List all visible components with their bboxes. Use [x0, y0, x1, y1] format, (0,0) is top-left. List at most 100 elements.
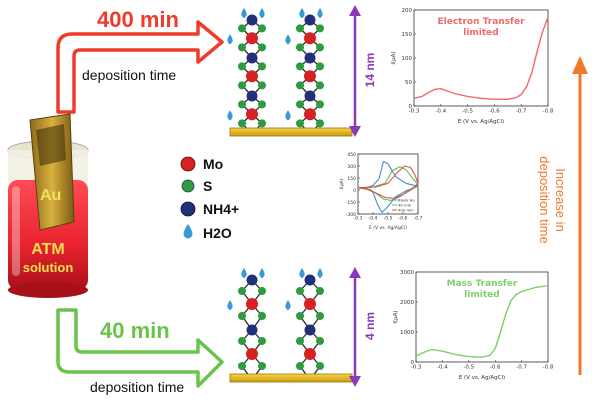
- water-molecule: [227, 300, 233, 310]
- sulfur-atom: [316, 337, 324, 345]
- chart-title: Mass Transfer: [447, 279, 518, 289]
- x-tick-label: -0.7: [516, 109, 527, 115]
- chart-title: Electron Transfer: [437, 17, 525, 27]
- increase-label-line1: Increase in: [553, 168, 568, 232]
- sulfur-atom: [238, 24, 246, 33]
- y-tick-label: 150: [402, 32, 413, 38]
- sulfur-atom: [258, 62, 266, 71]
- increase-arrow: [572, 56, 588, 375]
- gold-electrode: [29, 113, 75, 231]
- sulfur-atom: [316, 312, 324, 320]
- sulfur-atom: [258, 312, 266, 320]
- molybdenum-atom: [246, 70, 258, 83]
- vial-solution-line2: solution: [23, 260, 74, 275]
- molybdenum-atom: [246, 108, 258, 121]
- ammonium-atom: [246, 274, 258, 286]
- ammonium-atom: [304, 52, 316, 64]
- sulfur-atom: [316, 287, 324, 295]
- x-tick-label: -0.5: [384, 216, 393, 222]
- legend-s-swatch: [181, 179, 195, 193]
- x-axis-label: E (V vs. Ag/AgCl): [458, 119, 504, 125]
- plot-frame: [413, 9, 549, 107]
- sulfur-atom: [296, 337, 304, 345]
- thickness-label-top: 14 nm: [363, 53, 377, 88]
- x-tick-label: -0.4: [435, 109, 446, 115]
- chart-electron-transfer: -0.3 -0.4 -0.5 -0.6 -0.7 -0.8 0 50 100 150 200 E (V…: [391, 8, 554, 125]
- water-molecule: [285, 300, 291, 310]
- gold-substrate: [229, 127, 353, 137]
- y-tick-label: 300: [347, 164, 356, 170]
- x-axis-label: E (V vs. Ag/AgCl): [459, 375, 505, 381]
- sulfur-atom: [258, 100, 266, 109]
- bottom-deposition-label: deposition time: [90, 379, 184, 395]
- water-molecule: [241, 8, 247, 18]
- x-tick-label: -0.6: [399, 216, 408, 222]
- x-tick-label: -0.7: [516, 365, 527, 371]
- ammonium-atom: [246, 90, 258, 102]
- molybdenum-atom: [246, 32, 258, 45]
- molybdenum-atom: [304, 108, 316, 121]
- sulfur-atom: [296, 362, 304, 370]
- sulfur-atom: [238, 62, 246, 71]
- y-tick-label: -150: [346, 200, 356, 206]
- vial-metal-label: Au: [40, 187, 61, 204]
- chart-title: limited: [463, 28, 498, 38]
- x-tick-label: -0.4: [437, 365, 448, 371]
- bottom-green-arrow: [56, 308, 224, 388]
- sulfur-atom: [238, 81, 246, 90]
- ammonium-atom: [246, 52, 258, 64]
- sulfur-atom: [296, 24, 304, 33]
- legend-mo-label: Mo: [203, 156, 223, 172]
- sulfur-atom: [238, 337, 246, 345]
- y-tick-label: 0: [353, 188, 356, 194]
- y-tick-label: 0: [409, 104, 413, 110]
- x-tick-label: -0.3: [354, 216, 363, 222]
- y-tick-label: 0: [411, 360, 415, 366]
- legend-h2o-label: H2O: [203, 225, 232, 241]
- sulfur-atom: [238, 100, 246, 109]
- sulfur-atom: [296, 100, 304, 109]
- x-tick-label: -0.5: [462, 109, 473, 115]
- sulfur-atom: [238, 119, 246, 128]
- x-tick-label: -0.8: [543, 365, 554, 371]
- y-axis-label: I(μA): [393, 310, 399, 323]
- y-tick-label: 450: [347, 152, 356, 158]
- water-molecule: [227, 110, 233, 121]
- plot-frame: [415, 271, 549, 363]
- water-molecule: [299, 268, 305, 278]
- legend-entry: 40 min: [398, 203, 412, 208]
- chart-cyclic-voltammetry: -0.3 -0.4 -0.5 -0.6 -0.7 450 300 150 0 -150 -300 E …: [339, 152, 423, 231]
- series-line: [357, 166, 419, 202]
- thickness-bar-top: [349, 5, 361, 137]
- ammonium-atom: [304, 274, 316, 286]
- ammonium-atom: [304, 324, 316, 336]
- molybdenum-atom: [304, 348, 316, 360]
- sulfur-atom: [238, 43, 246, 52]
- sulfur-atom: [258, 81, 266, 90]
- molybdenum-atom: [246, 348, 258, 360]
- thickness-bar-bottom: [349, 267, 361, 387]
- sulfur-atom: [296, 81, 304, 90]
- sulfur-atom: [316, 62, 324, 71]
- legend-h2o-swatch: [183, 224, 193, 239]
- x-tick-label: -0.8: [543, 109, 554, 115]
- y-tick-label: 1000: [400, 330, 414, 336]
- atom-legend: Mo S NH4+ H2O: [180, 156, 239, 241]
- top-deposition-label: deposition time: [82, 67, 176, 83]
- top-red-arrow: [56, 20, 224, 114]
- x-tick-label: -0.5: [463, 365, 474, 371]
- water-molecule: [227, 34, 233, 45]
- molecular-structure-thin: [227, 268, 353, 383]
- vial-solution-line1: ATM: [31, 241, 64, 258]
- legend-s-label: S: [203, 178, 212, 194]
- top-time-label: 400 min: [97, 7, 179, 32]
- ammonium-atom: [304, 90, 316, 102]
- y-tick-label: 150: [347, 176, 356, 182]
- sulfur-atom: [238, 362, 246, 370]
- legend-mo-swatch: [180, 156, 196, 172]
- ammonium-atom: [246, 324, 258, 336]
- y-tick-label: 3000: [400, 270, 414, 276]
- bottom-time-label: 40 min: [100, 318, 170, 343]
- y-axis-label: I(μA): [391, 51, 397, 64]
